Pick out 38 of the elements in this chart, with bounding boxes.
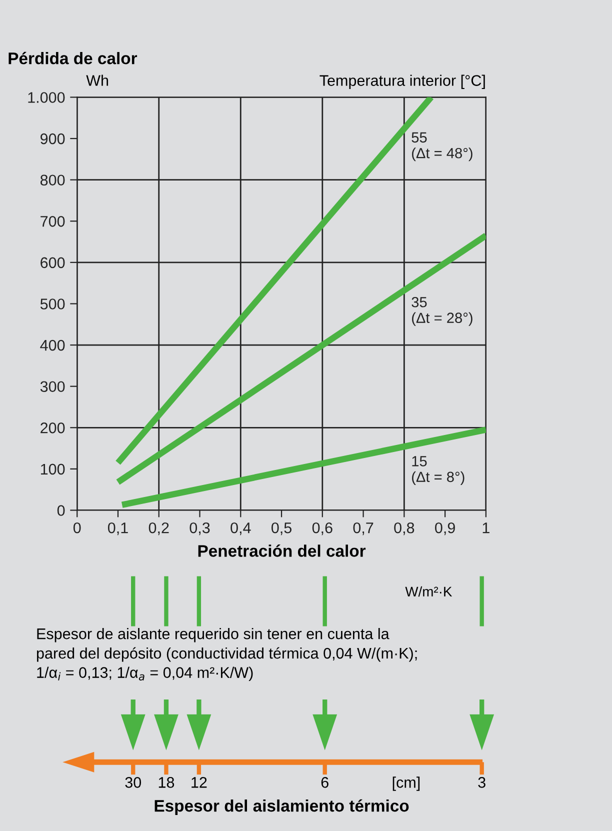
text: 3 <box>478 777 486 788</box>
y-tick-label: 200 <box>40 422 65 434</box>
text: Espesor de aislante requerido sin tener en cuenta la pared del depósito (conductividad térmica 0,04 W/(m·K); 1/α$_{i}$ = 0,13; 1/α$_{a}$ = 0,04 m²·K/W) <box>36 628 417 681</box>
y-tick-label: 600 <box>40 257 65 268</box>
text: Espesor del aislamiento térmico <box>154 799 409 816</box>
chart-title: Pérdida de calor <box>8 52 138 64</box>
y-tick-label: 900 <box>40 133 65 144</box>
text: 6 <box>321 777 328 788</box>
x-tick-label: 0,3 <box>190 522 210 536</box>
x-tick-label: 0 <box>73 522 81 534</box>
y-tick-label: 400 <box>40 340 65 351</box>
text: 30 <box>125 777 142 788</box>
y-axis-title: Wh <box>86 74 108 86</box>
x-tick-label: 0,9 <box>435 522 455 536</box>
y-tick-label: 500 <box>40 298 65 310</box>
x-tick-label: 0,1 <box>108 522 128 536</box>
x-axis-title: Penetración del calor <box>198 544 366 557</box>
series-label: 15 (Δt = 8°) <box>412 456 464 485</box>
text: [cm] <box>392 776 420 791</box>
y-tick-label: 300 <box>40 381 65 392</box>
text: 12 <box>192 777 207 788</box>
x-tick-label: 0,6 <box>312 522 332 536</box>
x-tick-label: 0,7 <box>353 522 374 536</box>
text: W/m²·K <box>405 586 452 597</box>
series-label: 55 (Δt = 48°) <box>412 132 472 162</box>
x-tick-label: 0,8 <box>394 522 414 536</box>
y-tick-label: 700 <box>40 216 65 227</box>
x-tick-label: 0,4 <box>230 522 251 536</box>
series-label: 35 (Δt = 28°) <box>412 296 472 326</box>
y-tick-label: 1.000 <box>28 92 65 103</box>
x-tick-label: 1 <box>482 522 490 534</box>
x-tick-label: 0,2 <box>148 522 169 536</box>
y-tick-label: 800 <box>40 174 65 186</box>
text: Temperatura interior [°C] <box>320 74 485 89</box>
y-tick-label: 0 <box>57 505 65 516</box>
x-tick-label: 0,5 <box>272 522 292 536</box>
y-tick-label: 100 <box>40 464 65 475</box>
text: 18 <box>158 777 174 788</box>
